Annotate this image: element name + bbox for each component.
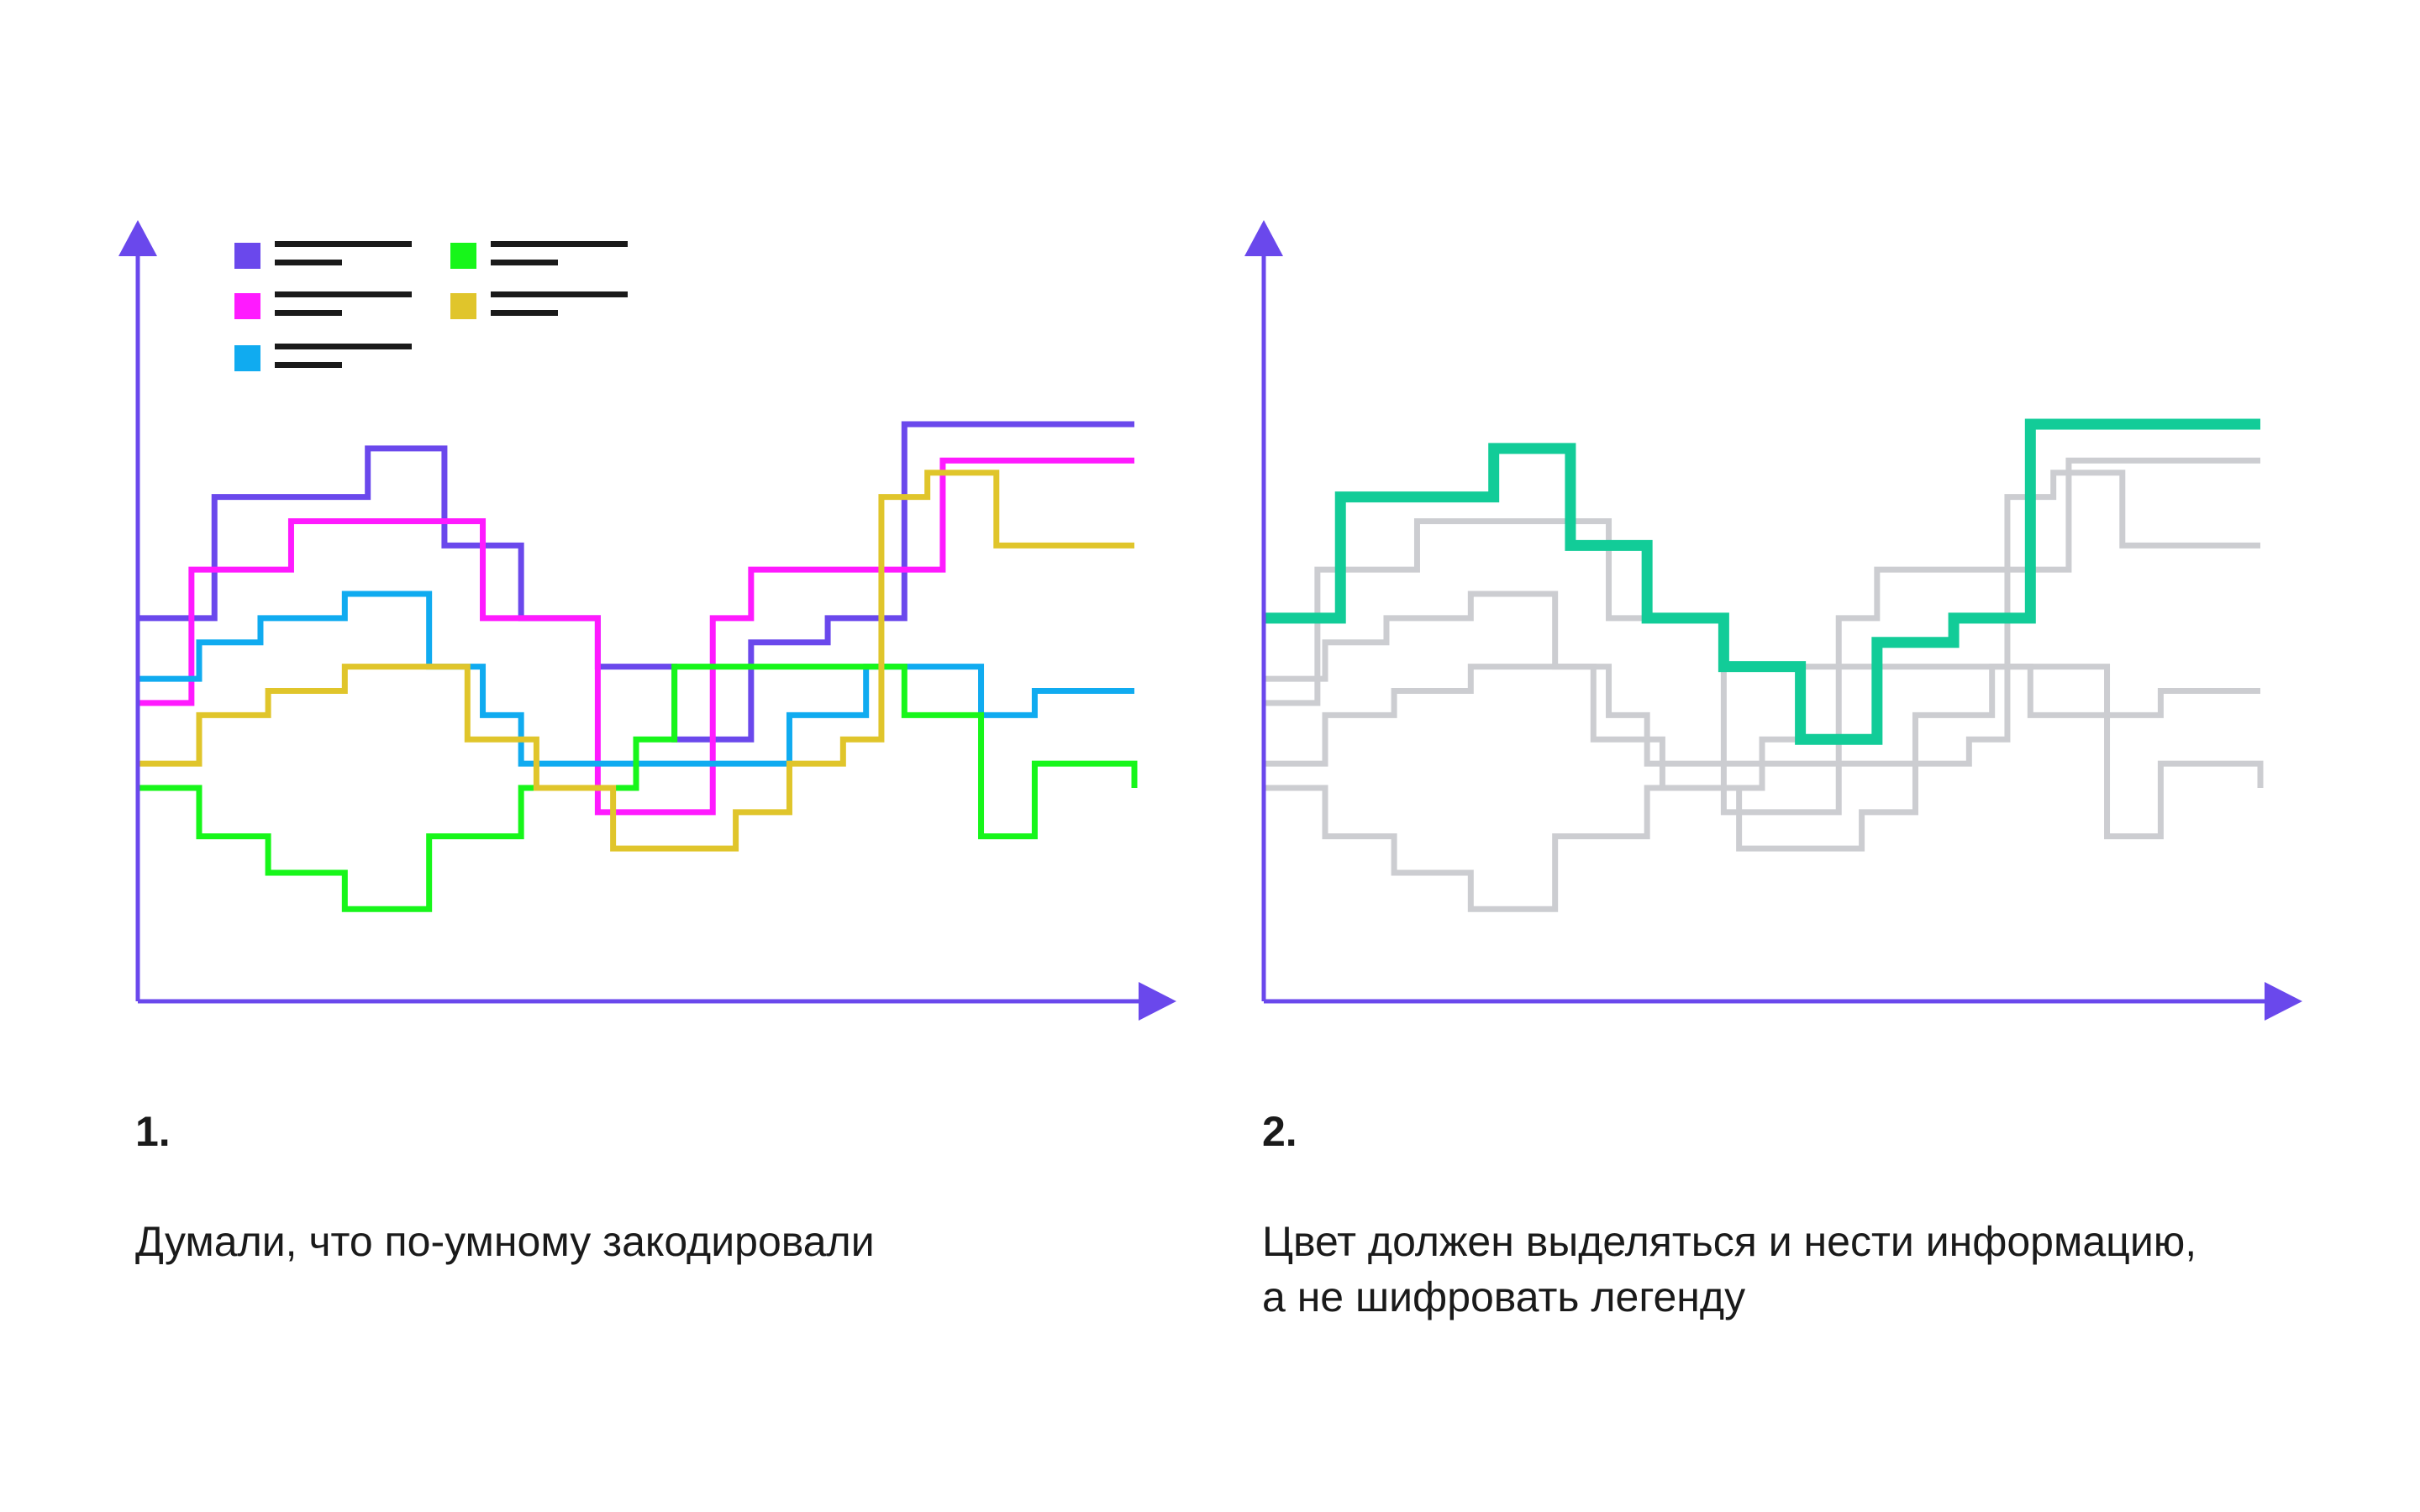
legend-placeholder-line: [275, 241, 412, 247]
panel-2-caption: Цвет должен выделяться и нести информаци…: [1262, 1218, 2197, 1320]
legend-swatch: [234, 243, 260, 269]
chart-1-series-line-5: [138, 470, 1134, 852]
legend-placeholder-line: [491, 291, 628, 297]
legend-swatch: [234, 293, 260, 319]
chart-2-y-axis-arrow-icon: [1244, 220, 1283, 256]
legend-placeholder-line: [491, 241, 628, 247]
chart-1-legend-item-2: [450, 241, 628, 269]
legend-placeholder-line: [275, 291, 412, 297]
legend-placeholder-line: [275, 344, 412, 349]
chart-1-series-line-4: [138, 664, 1138, 912]
chart-1-legend-item-4: [450, 291, 628, 319]
chart-1-legend-item-1: [234, 241, 412, 269]
legend-placeholder-line: [275, 362, 342, 368]
panel-1-number: 1.: [135, 1108, 171, 1155]
chart-2-series-line-3: [1264, 664, 2264, 912]
legend-placeholder-line: [491, 260, 558, 265]
chart-2-x-axis-arrow-icon: [2265, 982, 2302, 1021]
chart-1-series-line-2: [138, 457, 1134, 816]
legend-swatch: [234, 345, 260, 371]
legend-placeholder-line: [275, 310, 342, 316]
panel-1-caption: Думали, что по-умному закодировали: [135, 1218, 875, 1265]
chart-1-series-line-3: [138, 591, 1134, 767]
chart-panel-2: [1244, 220, 2302, 1021]
chart-2-series-line-2: [1264, 591, 2260, 767]
legend-swatch: [450, 243, 476, 269]
chart-2-series-line-1: [1264, 457, 2260, 816]
legend-swatch: [450, 293, 476, 319]
chart-2-series-line-4: [1264, 470, 2260, 852]
panel-2-number: 2.: [1262, 1108, 1297, 1155]
chart-1-x-axis-arrow-icon: [1139, 982, 1176, 1021]
chart-1-legend-item-3: [234, 291, 412, 319]
legend-placeholder-line: [491, 310, 558, 316]
chart-1-legend-item-5: [234, 344, 412, 371]
chart-2-series-line-5: [1264, 418, 2260, 745]
chart-panel-1: [118, 220, 1176, 1021]
legend-placeholder-line: [275, 260, 342, 265]
chart-1-y-axis-arrow-icon: [118, 220, 157, 256]
